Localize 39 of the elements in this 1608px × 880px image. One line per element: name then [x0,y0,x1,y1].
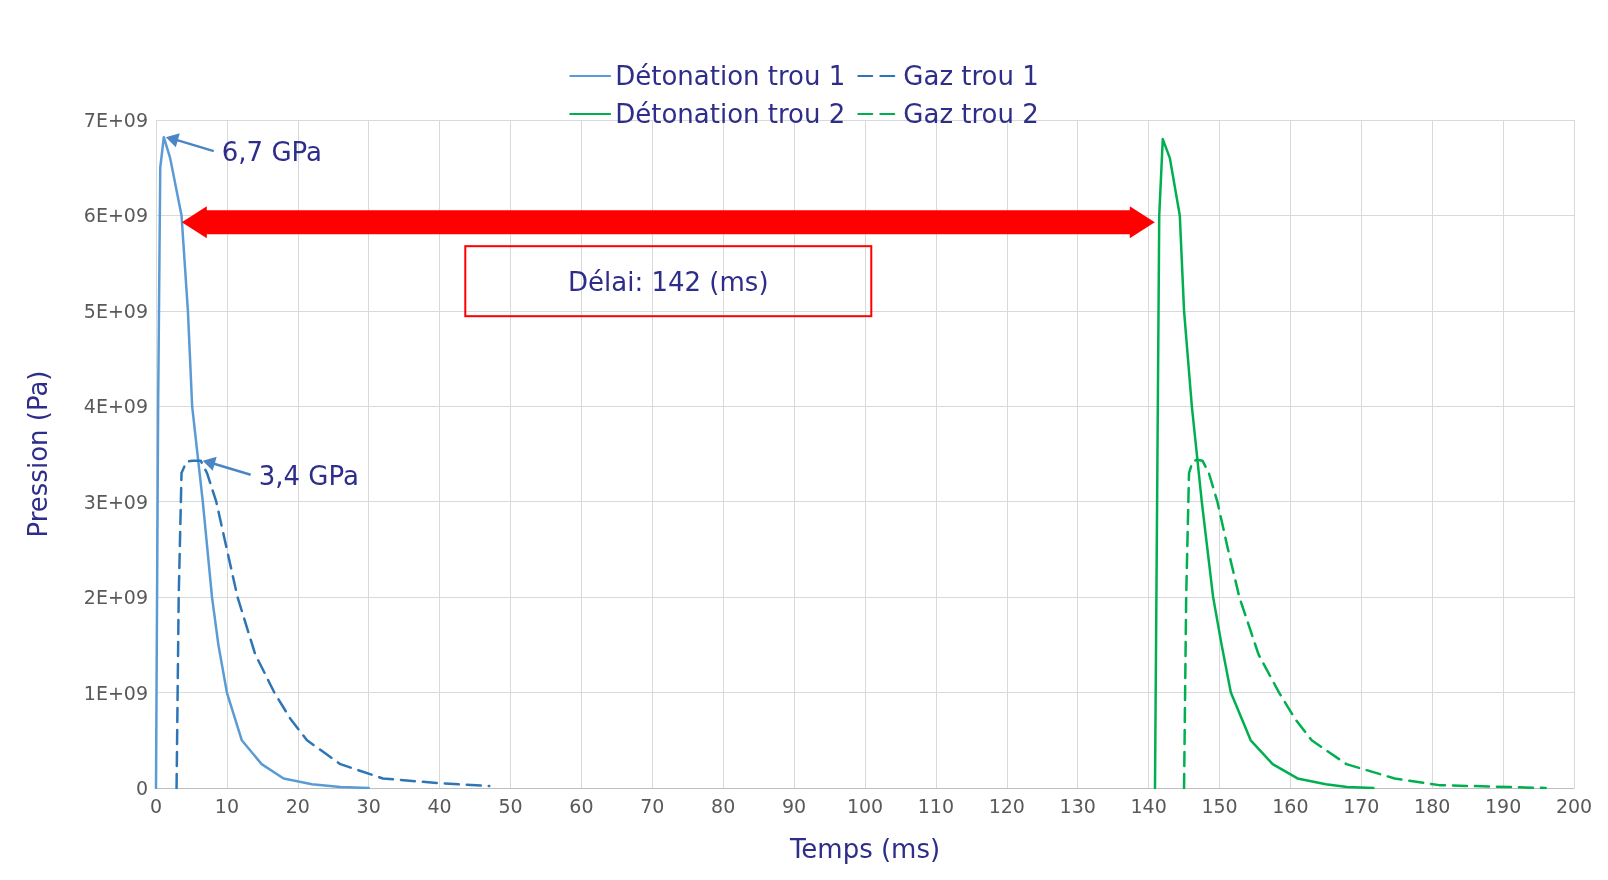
x-tick-label: 20 [285,794,310,817]
x-tick-label: 190 [1484,794,1522,817]
y-axis-title: Pression (Pa) [23,370,53,538]
y-tick-label: 2E+09 [83,586,148,609]
x-tick-label: 30 [356,794,381,817]
y-tick-label: 7E+09 [83,109,148,131]
x-tick-label: 60 [569,794,594,817]
x-tick-label: 110 [917,794,955,817]
y-tick-label: 0 [135,777,148,799]
y-tick-label: 5E+09 [83,299,148,322]
x-tick-label: 160 [1272,794,1309,817]
x-tick-label: 180 [1414,794,1451,817]
line-series [154,135,370,790]
y-tick-label: 3E+09 [83,490,148,513]
legend-label: Détonation trou 1 [615,61,846,91]
x-tick-label: 200 [1555,794,1593,817]
x-tick-label: 120 [988,794,1025,817]
x-tick-label: 10 [214,794,239,817]
x-axis-title: Temps (ms) [788,834,941,864]
x-tick-label: 140 [1130,794,1167,817]
x-tick-label: 150 [1201,794,1238,817]
y-tick-label: 6E+09 [83,204,148,227]
annotation: 3,4 GPa [258,460,359,491]
x-tick-label: 0 [149,794,163,817]
x-tick-label: 130 [1059,794,1096,817]
x-tick-label: 70 [640,794,665,817]
x-tick-label: 40 [427,794,452,817]
legend-label: Détonation trou 2 [615,99,846,129]
annotation: 6,7 GPa [221,137,323,168]
x-tick-label: 90 [782,794,807,817]
x-tick-label: 80 [711,794,736,817]
legend-label: Gaz trou 2 [903,99,1039,129]
x-tick-label: 50 [498,794,523,817]
x-tick-label: 100 [846,794,884,817]
x-tick-label: 170 [1343,794,1380,817]
y-tick-label: 1E+09 [83,681,148,704]
y-tick-label: 4E+09 [83,395,148,418]
annotation: Délai: 142 (ms) [568,267,769,298]
legend-label: Gaz trou 1 [903,61,1039,91]
